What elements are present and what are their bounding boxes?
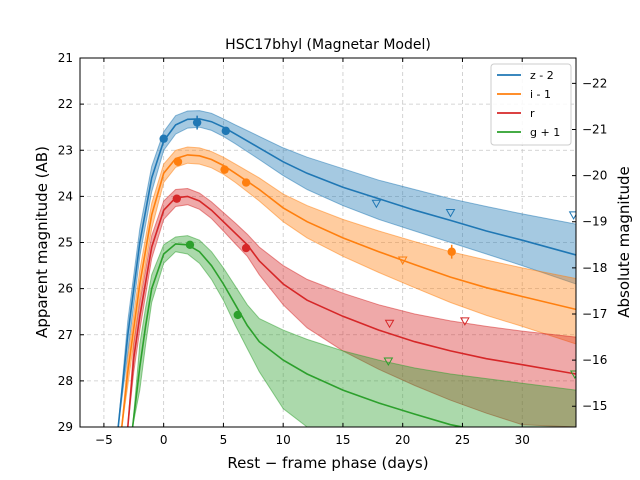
upper-limit-z-2 [445,209,456,218]
x-tick-label: 10 [276,433,291,447]
y-tick-label: 23 [58,143,73,157]
upper-limit-i-1 [397,256,408,266]
x-tick-label: 25 [455,433,470,447]
model-line-r [127,195,576,427]
legend-label-r: r [530,107,535,120]
y2-tick-label: −21 [582,122,607,136]
data-point-i-1 [447,247,456,256]
y2-tick-label: −20 [582,169,607,183]
data-point-z-2 [159,134,168,143]
chart-title: HSC17bhyl (Magnetar Model) [225,37,431,53]
data-point-g-1 [185,240,195,250]
y-tick-label: 24 [58,189,73,203]
legend-box [490,63,572,146]
y-tick-label: 22 [58,97,73,111]
x-tick-label: 15 [335,433,350,447]
legend: z - 2 i - 1 r g + 1 [490,63,572,146]
y2-tick-label: −15 [582,399,607,413]
data-point-r [172,194,182,203]
y2-tick-label: −19 [582,215,607,229]
y-tick-label: 27 [58,328,73,342]
y-axis-left: 21 22 23 24 25 26 27 28 29 [58,51,84,434]
legend-label-i-1: i - 1 [530,88,551,101]
upper-limit-z-2 [371,199,382,209]
data-point-z-2 [221,126,231,136]
y-tick-label: 21 [58,51,73,65]
band-g-1 [132,235,576,427]
band-r [127,187,576,427]
y-axis-right: −22 −21 −20 −19 −18 −17 −16 −15 [572,76,607,413]
x-tick-label: 5 [220,433,228,447]
data-point-z-2 [192,118,202,127]
y-tick-label: 25 [58,236,73,250]
upper-limit-r [459,317,470,326]
legend-label-g-1: g + 1 [530,126,560,139]
model-line-z-2 [117,118,576,427]
data-point-r [241,243,251,253]
data-point-g-1 [233,310,242,320]
y2-tick-label: −22 [582,76,607,90]
x-axis-label: Rest − frame phase (days) [227,454,428,472]
x-tick-label: 20 [395,433,410,447]
x-tick-label: 0 [160,433,168,447]
observed-points [159,115,456,320]
legend-label-z-2: z - 2 [530,69,554,82]
x-tick-label: 30 [515,433,530,447]
y-axis-right-label: Absolute magnitude [615,166,633,317]
upper-limit-r [384,319,395,329]
y2-tick-label: −17 [582,307,607,321]
y-tick-label: 26 [58,282,73,296]
upper-limit-g-1 [569,370,576,379]
y-axis-label: Apparent magnitude (AB) [33,146,51,338]
y-tick-label: 28 [58,374,73,388]
y2-tick-label: −18 [582,261,607,275]
data-point-i-1 [241,178,251,187]
data-point-i-1 [220,165,229,174]
model-line-i-1 [121,154,576,427]
y-tick-label: 29 [58,420,73,434]
x-tick-label: −5 [95,433,113,447]
x-axis: −5 0 5 10 15 20 25 30 [95,58,530,447]
upper-limit-g-1 [383,357,394,367]
y2-tick-label: −16 [582,353,607,367]
data-point-i-1 [173,157,183,166]
upper-limits [371,199,576,379]
